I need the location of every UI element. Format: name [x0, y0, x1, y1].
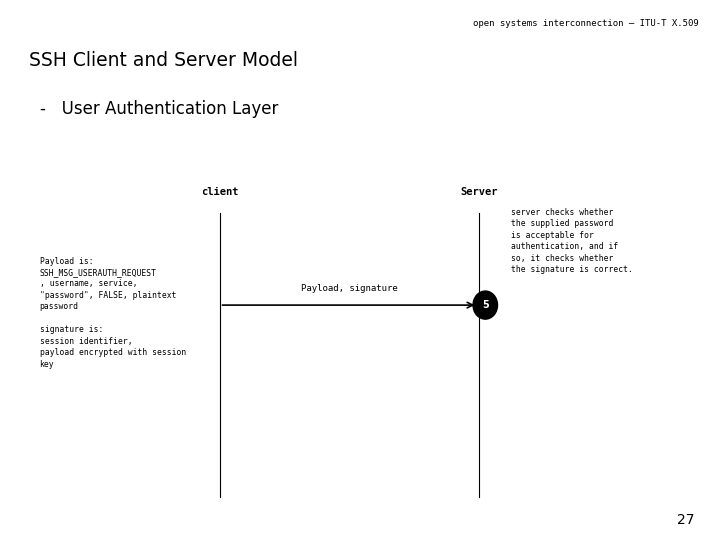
Text: 27: 27	[678, 512, 695, 526]
Text: Payload, signature: Payload, signature	[301, 284, 397, 293]
Text: 5: 5	[482, 300, 489, 310]
Text: server checks whether
the supplied password
is acceptable for
authentication, an: server checks whether the supplied passw…	[511, 208, 633, 274]
Text: -   User Authentication Layer: - User Authentication Layer	[40, 100, 278, 118]
Text: Server: Server	[460, 187, 498, 197]
Text: SSH Client and Server Model: SSH Client and Server Model	[29, 51, 298, 70]
Text: open systems interconnection – ITU-T X.509: open systems interconnection – ITU-T X.5…	[472, 19, 698, 28]
Text: client: client	[201, 187, 238, 197]
Text: Payload is:
SSH_MSG_USERAUTH_REQUEST
, username, service,
"password", FALSE, pla: Payload is: SSH_MSG_USERAUTH_REQUEST , u…	[40, 256, 186, 368]
Ellipse shape	[473, 291, 498, 319]
